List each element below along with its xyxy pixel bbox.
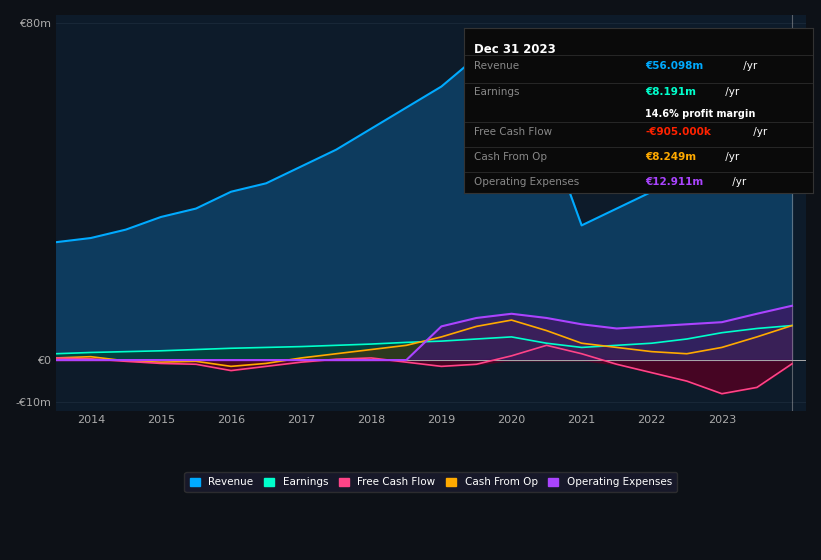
- Legend: Revenue, Earnings, Free Cash Flow, Cash From Op, Operating Expenses: Revenue, Earnings, Free Cash Flow, Cash …: [185, 472, 677, 492]
- Text: Dec 31 2023: Dec 31 2023: [475, 43, 556, 56]
- Text: €8.249m: €8.249m: [645, 152, 696, 162]
- Text: €12.911m: €12.911m: [645, 177, 704, 186]
- Text: -€905.000k: -€905.000k: [645, 127, 711, 137]
- Text: /yr: /yr: [750, 127, 768, 137]
- Text: Cash From Op: Cash From Op: [475, 152, 548, 162]
- Text: /yr: /yr: [740, 61, 757, 71]
- Text: Free Cash Flow: Free Cash Flow: [475, 127, 553, 137]
- Text: Earnings: Earnings: [475, 87, 520, 97]
- Text: /yr: /yr: [722, 87, 740, 97]
- Text: Revenue: Revenue: [475, 61, 520, 71]
- Text: Operating Expenses: Operating Expenses: [475, 177, 580, 186]
- Text: €8.191m: €8.191m: [645, 87, 696, 97]
- Text: /yr: /yr: [722, 152, 740, 162]
- Text: /yr: /yr: [729, 177, 746, 186]
- Text: €56.098m: €56.098m: [645, 61, 704, 71]
- Text: 14.6% profit margin: 14.6% profit margin: [645, 109, 755, 119]
